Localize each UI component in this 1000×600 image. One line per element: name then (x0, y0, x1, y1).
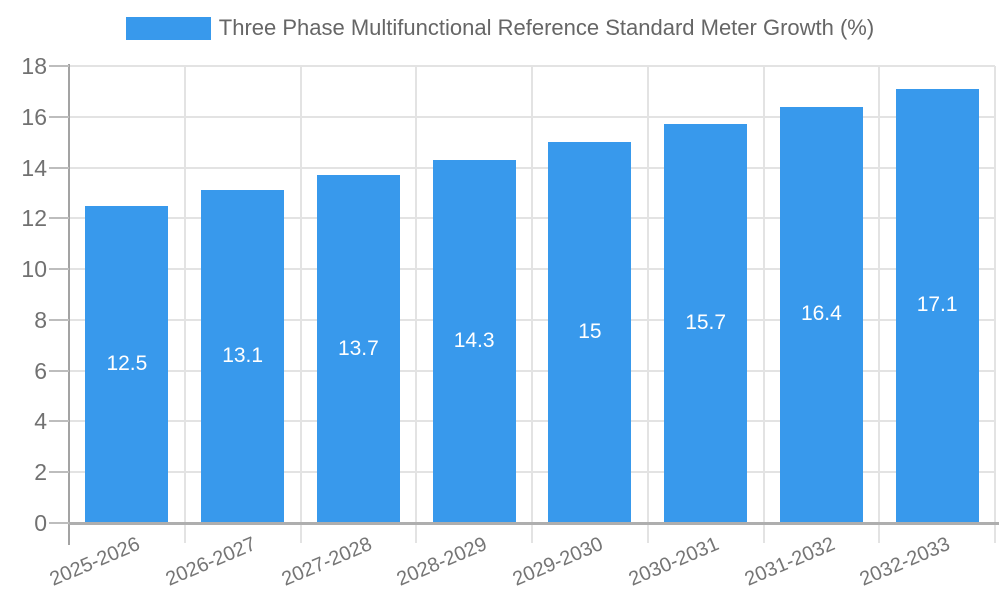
y-tick (49, 268, 69, 271)
legend: Three Phase Multifunctional Reference St… (0, 15, 1000, 41)
x-tick-label: 2026-2027 (162, 533, 260, 591)
x-tick-label: 2025-2026 (46, 533, 144, 591)
y-tick-label: 4 (34, 408, 47, 435)
x-tick-label: 2029-2030 (509, 533, 607, 591)
y-tick (49, 420, 69, 423)
y-tick (49, 369, 69, 372)
y-tick-label: 2 (34, 459, 47, 486)
bar: 13.7 (316, 175, 400, 522)
y-tick (49, 217, 69, 220)
bar: 12.5 (85, 205, 169, 522)
bar: 15.7 (664, 124, 748, 522)
x-gridline (415, 66, 418, 543)
bar-value-label: 13.1 (222, 344, 264, 368)
x-tick-label: 2027-2028 (278, 533, 375, 591)
bar-value-label: 14.3 (453, 328, 495, 352)
y-tick-label: 6 (34, 357, 47, 384)
y-tick (49, 166, 69, 169)
y-tick-label: 8 (34, 306, 47, 333)
y-axis-line (68, 64, 70, 545)
bar: 15 (548, 142, 632, 522)
y-tick-label: 16 (21, 103, 47, 130)
y-tick-label: 12 (21, 205, 47, 232)
bar-value-label: 17.1 (916, 293, 958, 317)
bar-value-label: 12.5 (106, 351, 148, 375)
y-tick (49, 471, 69, 474)
x-tick-label: 2031-2032 (741, 533, 838, 591)
y-tick (49, 115, 69, 118)
bar-value-label: 13.7 (337, 336, 379, 360)
legend-swatch (125, 16, 211, 40)
x-gridline (762, 66, 765, 543)
y-tick-label: 14 (21, 154, 47, 181)
y-tick (49, 522, 69, 524)
x-tick-label: 2030-2031 (625, 533, 723, 591)
x-axis-line (69, 522, 999, 525)
bar: 16.4 (779, 106, 863, 522)
x-gridline (531, 66, 533, 543)
x-gridline (994, 66, 996, 543)
y-tick-label: 18 (21, 53, 47, 79)
x-gridline (878, 66, 881, 543)
legend-label: Three Phase Multifunctional Reference St… (218, 15, 875, 40)
x-gridline (299, 66, 302, 543)
y-tick (49, 65, 69, 67)
bar-value-label: 15 (578, 320, 602, 344)
bar-value-label: 16.4 (800, 302, 842, 326)
y-tick (49, 318, 69, 321)
bar: 17.1 (895, 88, 979, 522)
x-tick-label: 2032-2033 (857, 533, 954, 591)
bar: 13.1 (201, 190, 285, 522)
x-gridline (183, 66, 186, 543)
bar-value-label: 15.7 (685, 311, 727, 335)
y-tick-label: 10 (21, 256, 47, 283)
y-tick-label: 0 (34, 510, 47, 536)
x-gridline (646, 66, 649, 543)
bar: 14.3 (432, 159, 516, 522)
x-tick-label: 2028-2029 (394, 533, 491, 591)
